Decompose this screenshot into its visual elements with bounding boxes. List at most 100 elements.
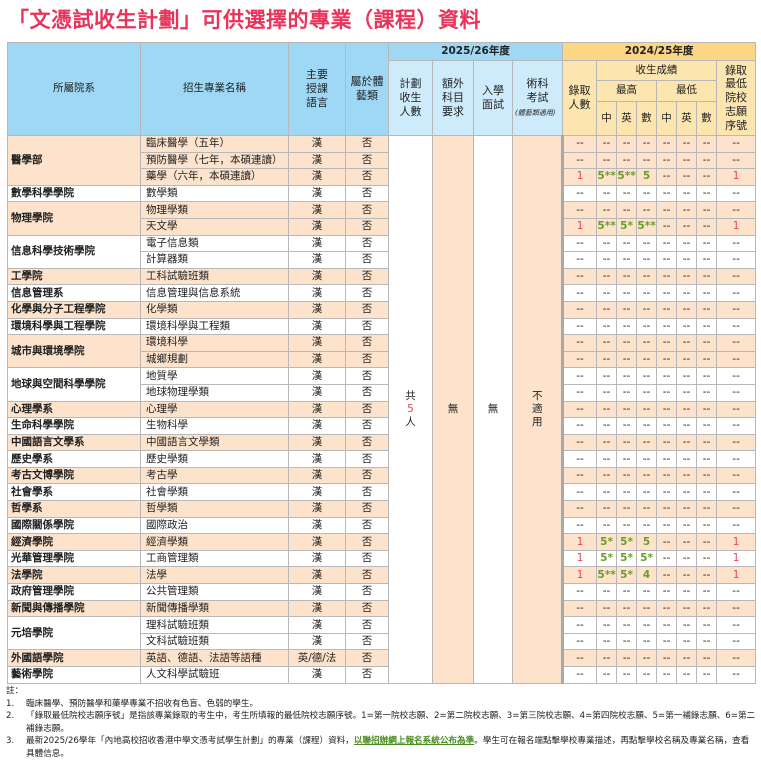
language-cell: 漢: [288, 168, 346, 186]
low-eng-cell: --: [676, 184, 698, 203]
low-eng-cell: --: [676, 334, 698, 352]
table-row: 城鄉規劃漢否 -- -- -- -- -- -- -- --: [7, 350, 757, 369]
low-eng-cell: --: [676, 583, 698, 601]
high-math-cell: 5*: [636, 549, 658, 568]
faculty-cell: 經濟學院: [7, 533, 141, 551]
low-eng-cell: --: [676, 566, 698, 585]
header-highest: 最高: [596, 80, 658, 102]
low-math-cell: --: [696, 583, 718, 601]
note-number: 1.: [6, 698, 15, 709]
high-eng-cell: 5**: [616, 168, 638, 186]
low-eng-cell: --: [676, 500, 698, 518]
faculty-cell: 心理學系: [7, 400, 141, 419]
arts-cell: 否: [345, 483, 389, 502]
high-math-cell: --: [636, 317, 658, 336]
low-math-cell: --: [696, 433, 718, 452]
low-math-cell: --: [696, 400, 718, 419]
low-math-cell: --: [696, 267, 718, 286]
note-number: 2.: [6, 711, 15, 721]
lowest-choice-cell: 1: [716, 566, 757, 585]
table-body: 醫學部 臨床醫學（五年）漢否共 5 人無無不適用 -- -- -- -- -- -- -- -- 預防醫…: [7, 135, 757, 684]
note-3: 3. 最新2025/26學年「內地高校招收香港中學文憑考試學生計劃」的專業（課程）…: [6, 735, 756, 760]
lowest-choice-cell: --: [716, 367, 757, 385]
extra-subject-cell: 無: [432, 135, 474, 684]
low-chi-cell: --: [656, 317, 678, 336]
high-math-cell: --: [636, 350, 658, 369]
high-math-cell: --: [636, 251, 658, 269]
major-name: 新聞傳播學類: [140, 599, 289, 618]
major-name: 地質學: [140, 367, 289, 385]
admitted-cell: --: [561, 666, 598, 684]
low-chi-cell: --: [656, 284, 678, 302]
major-name: 計算器類: [140, 251, 289, 269]
high-math-cell: --: [636, 151, 658, 170]
language-cell: 漢: [288, 251, 346, 269]
high-eng-cell: --: [616, 367, 638, 385]
high-math-cell: --: [636, 433, 658, 452]
header-low-chi: 中: [656, 101, 678, 136]
language-cell: 漢: [288, 184, 346, 203]
high-math-cell: --: [636, 666, 658, 684]
table-row: 考古文博學院 考古學漢否 -- -- -- -- -- -- -- --: [7, 466, 757, 485]
lowest-choice-cell: 1: [716, 168, 757, 186]
low-chi-cell: --: [656, 516, 678, 535]
low-eng-cell: --: [676, 616, 698, 634]
table-row: 新聞與傳播學院 新聞傳播學類漢否 -- -- -- -- -- -- -- --: [7, 599, 757, 618]
lowest-choice-cell: --: [716, 135, 757, 153]
high-chi-cell: --: [596, 300, 618, 319]
admitted-cell: --: [561, 383, 598, 402]
major-name: 英語、德語、法語等語種: [140, 649, 289, 667]
low-chi-cell: --: [656, 217, 678, 236]
arts-cell: 否: [345, 649, 389, 667]
language-cell: 漢: [288, 300, 346, 319]
major-name: 公共管理類: [140, 583, 289, 601]
table-row: 信息管理系 信息管理與信息系統漢否 -- -- -- -- -- -- -- --: [7, 284, 757, 302]
high-eng-cell: --: [616, 300, 638, 319]
table-row: 信息科學技術學院 電子信息類漢否 -- -- -- -- -- -- -- --: [7, 234, 757, 269]
low-math-cell: --: [696, 234, 718, 253]
header-interview: 入學面試: [473, 60, 513, 136]
lowest-choice-cell: 1: [716, 533, 757, 551]
table-row: 數學科學學院 數學類漢否 -- -- -- -- -- -- -- --: [7, 184, 757, 203]
arts-cell: 否: [345, 533, 389, 551]
admitted-cell: --: [561, 334, 598, 352]
faculty-cell: 考古文博學院: [7, 466, 141, 485]
high-eng-cell: --: [616, 284, 638, 302]
table-row: 地球物理學類漢否 -- -- -- -- -- -- -- --: [7, 383, 757, 402]
high-chi-cell: --: [596, 616, 618, 634]
low-math-cell: --: [696, 201, 718, 219]
note-number: 3.: [6, 736, 15, 746]
faculty-cell: 醫學部: [7, 135, 141, 186]
arts-cell: 否: [345, 666, 389, 684]
high-chi-cell: --: [596, 632, 618, 651]
lowest-choice-cell: --: [716, 234, 757, 253]
header-faculty: 所屬院系: [7, 42, 141, 136]
low-eng-cell: --: [676, 466, 698, 485]
language-cell: 漢: [288, 151, 346, 170]
language-cell: 漢: [288, 533, 346, 551]
admitted-cell: --: [561, 350, 598, 369]
high-eng-cell: --: [616, 201, 638, 219]
faculty-cell: 物理學院: [7, 201, 141, 236]
low-math-cell: --: [696, 599, 718, 618]
low-eng-cell: --: [676, 234, 698, 253]
note-text: 最新2025/26學年「內地高校招收香港中學文憑考試學生計劃」的專業（課程）資料…: [26, 736, 354, 746]
low-chi-cell: --: [656, 500, 678, 518]
high-eng-cell: --: [616, 383, 638, 402]
high-chi-cell: 5*: [596, 549, 618, 568]
language-cell: 漢: [288, 516, 346, 535]
high-chi-cell: --: [596, 184, 618, 203]
admitted-cell: --: [561, 616, 598, 634]
faculty-cell: 工學院: [7, 267, 141, 286]
jac-system-link[interactable]: 以聯招辦網上報名系統公布為準: [353, 736, 475, 746]
high-chi-cell: --: [596, 516, 618, 535]
table-row: 國際關係學院 國際政治漢否 -- -- -- -- -- -- -- --: [7, 516, 757, 535]
table-row: 外國語學院 英語、德語、法語等語種 英/德/法否 -- -- -- -- -- -- -- --: [7, 649, 757, 667]
arts-cell: 否: [345, 317, 389, 336]
high-chi-cell: --: [596, 151, 618, 170]
low-chi-cell: --: [656, 549, 678, 568]
admitted-cell: --: [561, 632, 598, 651]
lowest-choice-cell: --: [716, 350, 757, 369]
low-eng-cell: --: [676, 217, 698, 236]
